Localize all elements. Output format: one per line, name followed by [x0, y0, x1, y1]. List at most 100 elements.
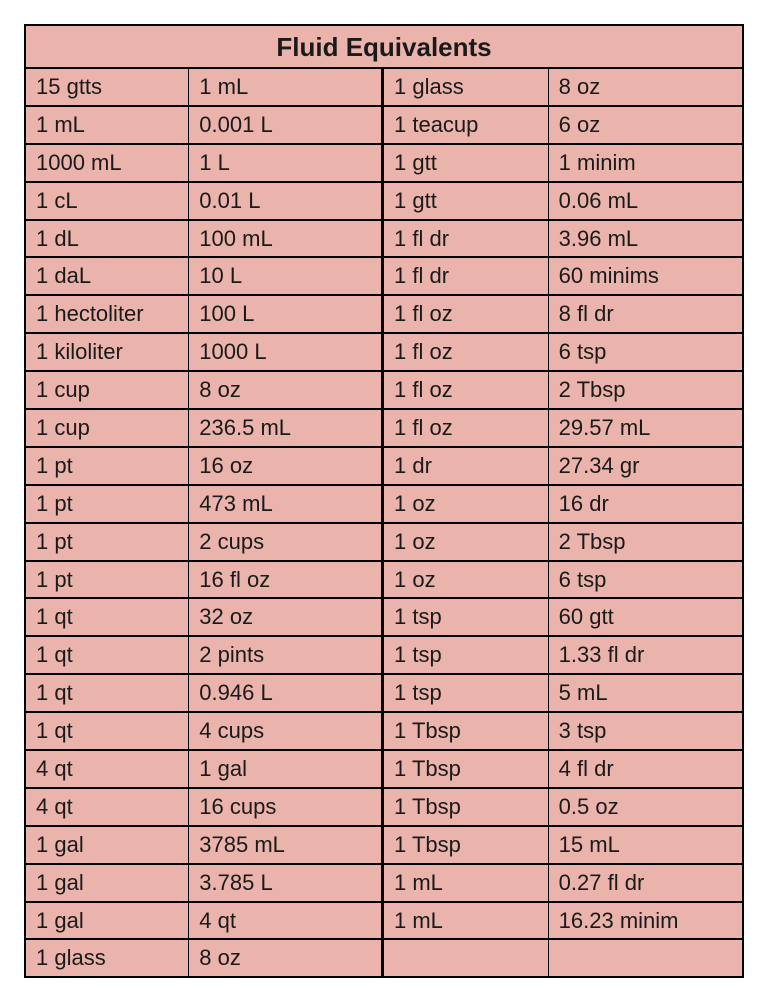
cell-equivalent: 29.57 mL	[549, 410, 742, 446]
cell-quantity: 1 oz	[384, 524, 549, 560]
table-row: 1 glass8 oz	[26, 938, 381, 976]
table-row: 1 fl oz2 Tbsp	[384, 370, 742, 408]
cell-quantity: 1 qt	[26, 675, 189, 711]
table-row: 1 oz2 Tbsp	[384, 522, 742, 560]
table-row: 1 kiloliter1000 L	[26, 332, 381, 370]
cell-quantity: 1 fl oz	[384, 372, 549, 408]
cell-quantity	[384, 940, 549, 976]
cell-equivalent: 2 pints	[189, 637, 381, 673]
cell-equivalent: 2 Tbsp	[549, 372, 742, 408]
table-row: 1 qt2 pints	[26, 635, 381, 673]
cell-quantity: 1 teacup	[384, 107, 549, 143]
cell-equivalent: 1 gal	[189, 751, 381, 787]
cell-equivalent: 4 fl dr	[549, 751, 742, 787]
table-row: 1000 mL1 L	[26, 143, 381, 181]
cell-quantity: 1 fl oz	[384, 296, 549, 332]
cell-equivalent: 0.946 L	[189, 675, 381, 711]
cell-equivalent: 2 Tbsp	[549, 524, 742, 560]
cell-equivalent: 60 gtt	[549, 599, 742, 635]
table-row: 1 mL0.27 fl dr	[384, 863, 742, 901]
cell-equivalent: 16 dr	[549, 486, 742, 522]
cell-quantity: 1 cup	[26, 410, 189, 446]
table-row: 1 gal3785 mL	[26, 825, 381, 863]
cell-quantity: 1 hectoliter	[26, 296, 189, 332]
cell-quantity: 1 dr	[384, 448, 549, 484]
cell-quantity: 1 qt	[26, 637, 189, 673]
table-row: 1 dL100 mL	[26, 219, 381, 257]
cell-equivalent: 32 oz	[189, 599, 381, 635]
cell-quantity: 1 daL	[26, 258, 189, 294]
cell-quantity: 1 Tbsp	[384, 789, 549, 825]
cell-equivalent: 1 minim	[549, 145, 742, 181]
table-row: 1 oz16 dr	[384, 484, 742, 522]
cell-equivalent: 2 cups	[189, 524, 381, 560]
cell-quantity: 1 gal	[26, 903, 189, 939]
cell-quantity: 1 tsp	[384, 637, 549, 673]
cell-quantity: 1 gal	[26, 827, 189, 863]
cell-equivalent: 1.33 fl dr	[549, 637, 742, 673]
table-row: 1 hectoliter100 L	[26, 294, 381, 332]
cell-quantity: 1 tsp	[384, 599, 549, 635]
table-row: 1 fl oz8 fl dr	[384, 294, 742, 332]
cell-quantity: 1 mL	[26, 107, 189, 143]
cell-equivalent: 1 mL	[189, 69, 381, 105]
cell-equivalent: 0.01 L	[189, 183, 381, 219]
cell-quantity: 1 mL	[384, 865, 549, 901]
cell-quantity: 1 gtt	[384, 183, 549, 219]
cell-equivalent: 3.785 L	[189, 865, 381, 901]
table-row: 15 gtts1 mL	[26, 67, 381, 105]
cell-equivalent: 8 oz	[549, 69, 742, 105]
cell-equivalent: 3 tsp	[549, 713, 742, 749]
table-row: 1 teacup6 oz	[384, 105, 742, 143]
table-row: 1 tsp60 gtt	[384, 597, 742, 635]
table-row: 1 Tbsp15 mL	[384, 825, 742, 863]
cell-equivalent: 3.96 mL	[549, 221, 742, 257]
cell-quantity: 1 dL	[26, 221, 189, 257]
table-row: 1 gal4 qt	[26, 901, 381, 939]
cell-quantity: 1 mL	[384, 903, 549, 939]
cell-equivalent: 6 tsp	[549, 334, 742, 370]
cell-equivalent: 15 mL	[549, 827, 742, 863]
table-row: 1 cup236.5 mL	[26, 408, 381, 446]
cell-quantity: 1 gal	[26, 865, 189, 901]
cell-quantity: 1 fl oz	[384, 334, 549, 370]
cell-quantity: 1 cL	[26, 183, 189, 219]
table-row: 1 cL0.01 L	[26, 181, 381, 219]
cell-equivalent: 6 oz	[549, 107, 742, 143]
cell-equivalent: 16 fl oz	[189, 562, 381, 598]
table-row: 4 qt16 cups	[26, 787, 381, 825]
cell-quantity: 1 pt	[26, 486, 189, 522]
cell-equivalent: 60 minims	[549, 258, 742, 294]
cell-equivalent: 5 mL	[549, 675, 742, 711]
table-row: 1 Tbsp3 tsp	[384, 711, 742, 749]
cell-equivalent: 0.5 oz	[549, 789, 742, 825]
left-column: 15 gtts1 mL1 mL0.001 L1000 mL1 L1 cL0.01…	[26, 67, 384, 976]
table-row: 1 fl oz6 tsp	[384, 332, 742, 370]
cell-quantity: 1 qt	[26, 713, 189, 749]
table-row: 1 mL16.23 minim	[384, 901, 742, 939]
cell-equivalent	[549, 940, 742, 976]
table-row: 1 Tbsp0.5 oz	[384, 787, 742, 825]
cell-equivalent: 0.001 L	[189, 107, 381, 143]
table-row: 1 gtt1 minim	[384, 143, 742, 181]
table-row: 1 pt2 cups	[26, 522, 381, 560]
cell-quantity: 4 qt	[26, 751, 189, 787]
cell-equivalent: 27.34 gr	[549, 448, 742, 484]
right-column: 1 glass8 oz1 teacup6 oz1 gtt1 minim1 gtt…	[384, 67, 742, 976]
cell-equivalent: 473 mL	[189, 486, 381, 522]
cell-equivalent: 4 cups	[189, 713, 381, 749]
fluid-equivalents-table: Fluid Equivalents 15 gtts1 mL1 mL0.001 L…	[24, 24, 744, 978]
cell-quantity: 15 gtts	[26, 69, 189, 105]
cell-quantity: 1 cup	[26, 372, 189, 408]
cell-quantity: 1 pt	[26, 448, 189, 484]
cell-equivalent: 0.27 fl dr	[549, 865, 742, 901]
cell-quantity: 1 gtt	[384, 145, 549, 181]
table-row: 1 oz6 tsp	[384, 560, 742, 598]
cell-quantity: 1 Tbsp	[384, 751, 549, 787]
table-row: 4 qt1 gal	[26, 749, 381, 787]
cell-equivalent: 3785 mL	[189, 827, 381, 863]
table-row: 1 daL10 L	[26, 256, 381, 294]
table-row: 1 qt0.946 L	[26, 673, 381, 711]
cell-quantity: 1000 mL	[26, 145, 189, 181]
table-row: 1 qt32 oz	[26, 597, 381, 635]
